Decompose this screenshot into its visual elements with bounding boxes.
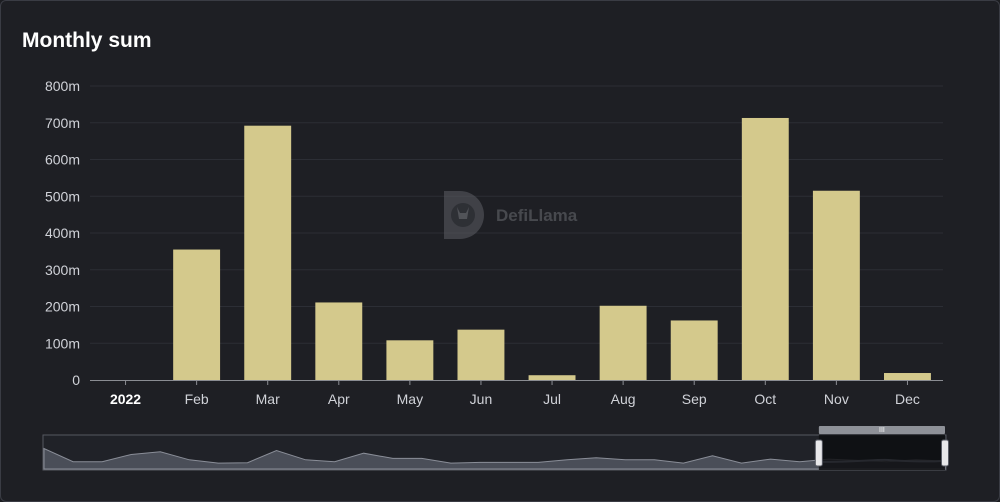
bar [173, 249, 221, 380]
x-tick-label: Apr [328, 391, 350, 407]
grid-lines [90, 85, 943, 344]
y-tick-label: 700m [45, 115, 80, 131]
bar [670, 320, 718, 380]
slider-handle-left[interactable] [814, 439, 823, 467]
x-tick-label: Dec [895, 391, 920, 407]
y-tick-label: 100m [45, 335, 80, 351]
x-axis-ticks [125, 380, 908, 385]
x-tick-label: Mar [256, 391, 280, 407]
bar [315, 302, 363, 380]
defillama-logo-icon [444, 191, 485, 240]
x-tick-label: Aug [611, 391, 636, 407]
bar [812, 190, 860, 380]
x-tick-label: Feb [185, 391, 209, 407]
bars [173, 117, 931, 380]
x-tick-label: Oct [754, 391, 776, 407]
y-tick-label: 0 [72, 372, 80, 388]
y-tick-label: 600m [45, 152, 80, 168]
watermark-text: DefiLlama [496, 206, 578, 225]
bar [741, 117, 789, 380]
data-zoom-slider[interactable]: III [42, 426, 949, 471]
slider-grip-icon[interactable]: III [879, 427, 885, 434]
x-tick-label: Jun [470, 391, 493, 407]
bar [386, 340, 434, 380]
x-tick-label: Jul [543, 391, 561, 407]
y-tick-label: 300m [45, 262, 80, 278]
y-tick-label: 800m [45, 78, 80, 94]
bar [528, 375, 576, 380]
slider-selected-line [820, 458, 944, 463]
x-tick-label: 2022 [110, 391, 141, 407]
x-tick-label: Nov [824, 391, 849, 407]
y-axis-labels: 0 100m 200m 300m 400m 500m 600m 700m 800m [45, 78, 80, 388]
x-axis-labels: 2022 Feb Mar Apr May Jun Jul Aug Sep Oct Nov Dec [110, 391, 920, 407]
y-tick-label: 200m [45, 299, 80, 315]
bar [244, 125, 292, 380]
x-tick-label: Sep [682, 391, 707, 407]
bar [884, 373, 931, 380]
slider-drag-bar[interactable] [818, 426, 945, 434]
x-tick-label: May [397, 391, 423, 407]
bar [457, 329, 505, 380]
bar [599, 305, 647, 380]
y-tick-label: 400m [45, 225, 80, 241]
slider-handle-right[interactable] [941, 439, 949, 467]
slider-selected-window[interactable] [818, 435, 945, 470]
chart-title: Monthly sum [22, 29, 152, 52]
y-tick-label: 500m [45, 188, 80, 204]
defillama-watermark: DefiLlama [444, 191, 578, 240]
